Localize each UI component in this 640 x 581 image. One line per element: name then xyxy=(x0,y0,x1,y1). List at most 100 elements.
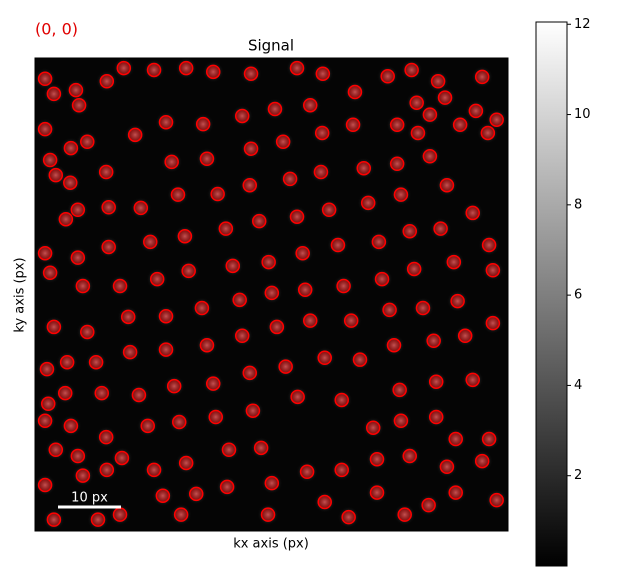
colorbar-tick-label: 6 xyxy=(574,288,582,303)
spot-glow xyxy=(241,399,264,422)
peak-marker xyxy=(140,418,155,434)
spot-glow xyxy=(411,297,434,320)
spot-glow xyxy=(330,388,353,411)
spot-glow xyxy=(406,121,429,144)
spot-glow xyxy=(238,361,261,384)
spot-glow xyxy=(155,305,178,328)
peak-marker xyxy=(371,234,387,250)
spot-glow xyxy=(240,62,263,85)
peak-marker xyxy=(415,300,431,316)
peak-marker xyxy=(369,485,385,500)
peak-marker xyxy=(253,440,269,456)
peak-marker xyxy=(194,300,210,316)
peak-marker xyxy=(143,234,158,250)
peak-marker xyxy=(297,282,313,298)
spot-glow xyxy=(342,113,365,136)
peak-marker xyxy=(336,278,351,294)
peak-marker xyxy=(465,372,480,388)
spot-glow xyxy=(42,315,65,338)
peak-marker xyxy=(75,468,91,483)
spot-glow xyxy=(365,481,388,504)
spot-glow xyxy=(166,183,189,206)
axes-frame xyxy=(34,57,509,532)
peak-marker xyxy=(70,250,86,265)
x-axis-label: kx axis (px) xyxy=(233,537,309,552)
peak-marker xyxy=(345,117,361,133)
spot-glow xyxy=(263,98,286,121)
peak-marker xyxy=(289,209,305,224)
peak-marker xyxy=(439,459,455,475)
peak-marker xyxy=(334,462,349,478)
spot-glow xyxy=(97,196,120,219)
spot-glow xyxy=(343,81,366,104)
peak-marker xyxy=(393,187,409,202)
peak-marker xyxy=(37,245,53,261)
peak-marker xyxy=(242,365,258,381)
colorbar-tick-label: 10 xyxy=(574,107,591,122)
peak-marker xyxy=(80,134,95,150)
spot-glow xyxy=(398,220,421,243)
spot-glow xyxy=(155,338,178,361)
peak-marker xyxy=(57,385,73,401)
peak-marker xyxy=(330,237,346,253)
peak-marker xyxy=(481,431,497,447)
peak-marker xyxy=(178,455,194,471)
peak-marker xyxy=(219,479,235,495)
peak-marker xyxy=(221,442,237,458)
peak-marker xyxy=(334,392,349,408)
peak-marker xyxy=(234,328,250,344)
spot-glow xyxy=(42,82,65,105)
peak-marker xyxy=(481,237,497,253)
peak-marker xyxy=(406,261,422,277)
spot-glow xyxy=(109,503,132,526)
peak-marker xyxy=(88,354,104,370)
spot-glow xyxy=(66,246,89,269)
colorbar-tick-label: 12 xyxy=(574,17,591,32)
peak-marker xyxy=(290,389,305,405)
spot-glow xyxy=(217,438,240,461)
spot-glow xyxy=(90,382,113,405)
spot-glow xyxy=(129,196,152,219)
spot-glow xyxy=(286,385,309,408)
peak-marker xyxy=(127,127,143,143)
spot-glow xyxy=(296,460,319,483)
peak-marker xyxy=(245,403,261,418)
spot-glow xyxy=(44,164,67,187)
peak-marker xyxy=(389,156,405,172)
spot-glow xyxy=(471,450,494,473)
spot-glow xyxy=(214,217,237,240)
spot-glow xyxy=(376,65,399,88)
spot-glow xyxy=(95,458,118,481)
spot-glow xyxy=(173,225,196,248)
peak-marker xyxy=(149,271,165,287)
spot-glow xyxy=(427,70,450,93)
peak-marker xyxy=(46,319,62,335)
spot-glow xyxy=(143,458,166,481)
peak-marker xyxy=(485,263,501,278)
peak-marker xyxy=(393,413,409,429)
peak-marker xyxy=(317,494,332,510)
spot-glow xyxy=(435,174,458,197)
peak-marker xyxy=(452,117,468,133)
spot-glow xyxy=(449,113,472,136)
spot-glow xyxy=(352,157,375,180)
peak-marker xyxy=(210,186,225,202)
peak-marker xyxy=(112,278,128,294)
peak-marker xyxy=(173,507,189,522)
spot-glow xyxy=(435,455,458,478)
spot-glow xyxy=(39,261,62,284)
spot-glow xyxy=(299,309,322,332)
peak-marker xyxy=(269,319,285,335)
spot-glow xyxy=(444,481,467,504)
peak-marker xyxy=(468,103,484,119)
peak-marker xyxy=(122,344,138,360)
spot-glow xyxy=(160,150,183,173)
spot-glow xyxy=(204,406,227,429)
peak-marker xyxy=(409,95,424,110)
peak-marker xyxy=(146,462,162,478)
peak-marker xyxy=(170,187,186,202)
spot-glow xyxy=(389,409,412,432)
colorbar xyxy=(535,21,568,567)
spot-glow xyxy=(168,411,191,434)
peak-marker xyxy=(347,84,363,100)
